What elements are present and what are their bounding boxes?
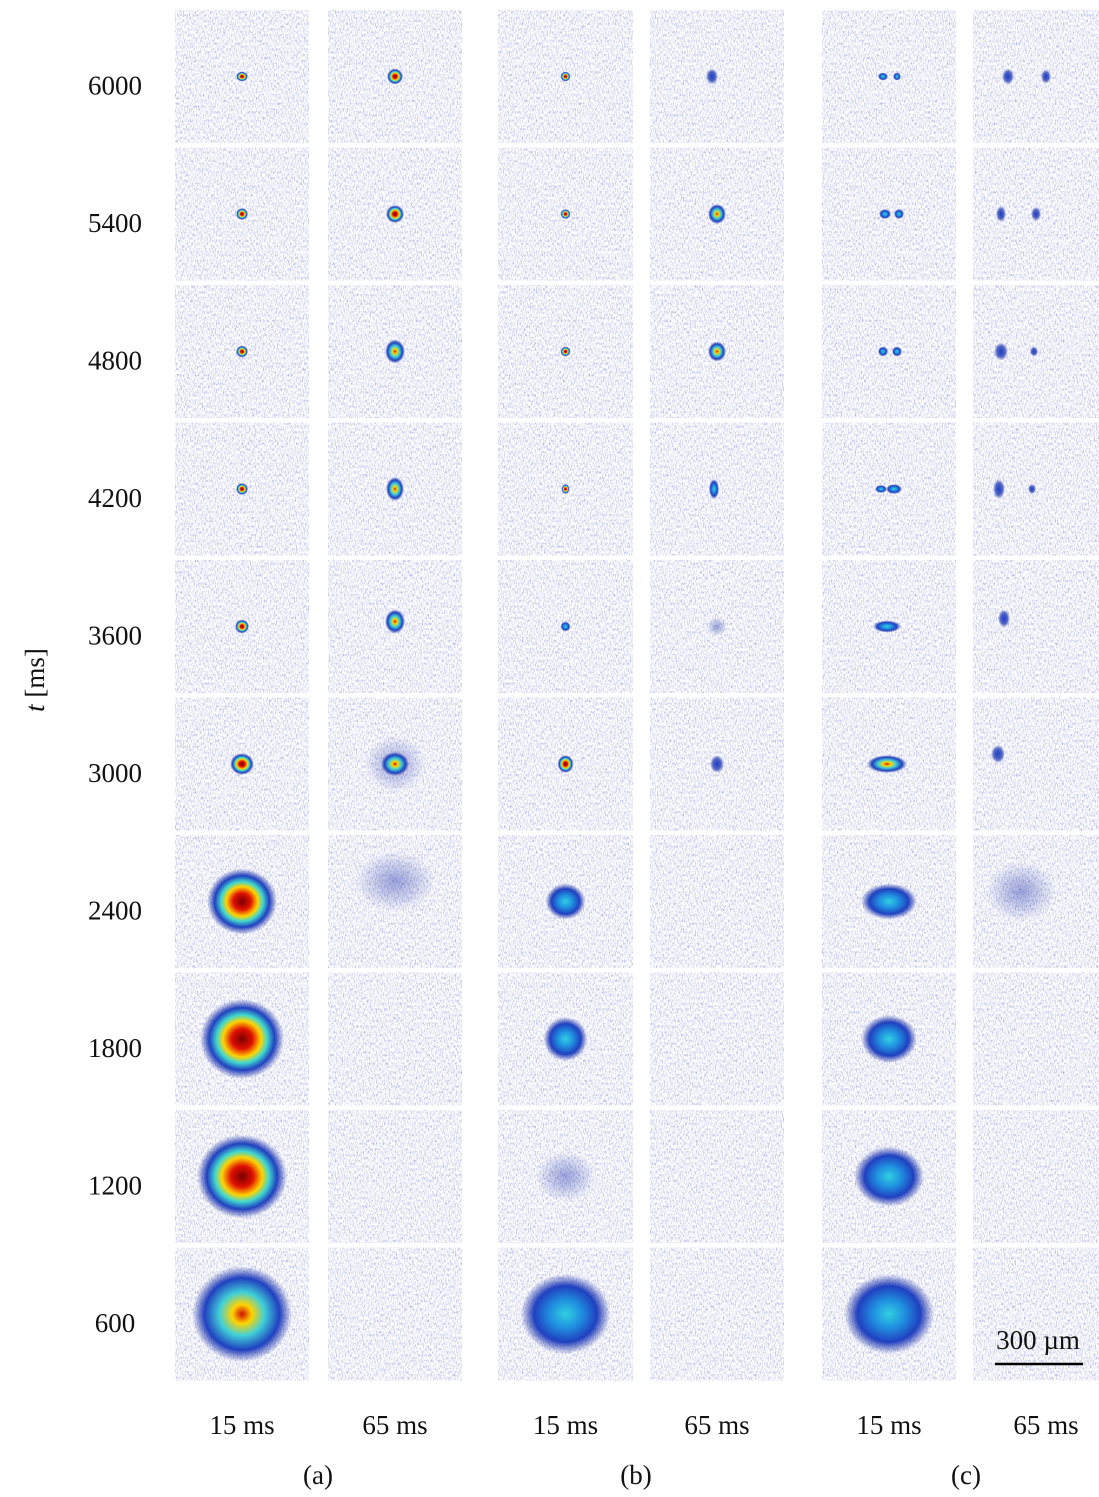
atom-cloud bbox=[236, 208, 248, 220]
atom-cloud bbox=[560, 621, 571, 632]
image-panel bbox=[973, 1247, 1099, 1381]
atom-cloud bbox=[854, 1146, 924, 1207]
atom-cloud bbox=[879, 209, 891, 219]
atom-cloud bbox=[561, 484, 570, 494]
row-label: 3000 bbox=[88, 758, 142, 788]
atom-cloud bbox=[867, 755, 907, 773]
row-label: 4200 bbox=[88, 483, 142, 513]
atom-cloud bbox=[557, 755, 574, 773]
row-label: 1200 bbox=[88, 1171, 142, 1201]
atom-cloud bbox=[893, 72, 901, 81]
atom-cloud bbox=[192, 1266, 292, 1362]
row-label: 600 bbox=[95, 1308, 136, 1338]
atom-cloud bbox=[1030, 346, 1038, 357]
image-panel bbox=[650, 972, 784, 1106]
atom-cloud bbox=[861, 1015, 917, 1063]
atom-cloud bbox=[709, 479, 719, 499]
group-label: (c) bbox=[951, 1460, 981, 1490]
atom-cloud bbox=[385, 609, 405, 634]
image-panel bbox=[973, 560, 1099, 693]
image-panel bbox=[822, 10, 956, 143]
row-label: 6000 bbox=[88, 71, 142, 101]
atom-cloud bbox=[235, 619, 249, 634]
group-label: (b) bbox=[620, 1460, 651, 1490]
atom-cloud bbox=[355, 851, 435, 912]
image-panel bbox=[973, 10, 1099, 143]
atom-cloud bbox=[560, 71, 571, 82]
image-panel bbox=[822, 285, 956, 418]
atom-cloud bbox=[996, 206, 1006, 222]
atom-cloud bbox=[986, 861, 1056, 922]
image-panel bbox=[973, 1110, 1099, 1243]
atom-cloud bbox=[708, 341, 726, 362]
row-label: 4800 bbox=[88, 346, 142, 376]
atom-cloud bbox=[236, 345, 248, 358]
row-label: 5400 bbox=[88, 208, 142, 238]
atom-cloud bbox=[543, 1017, 588, 1061]
scale-bar-label: 300 µm bbox=[996, 1325, 1080, 1355]
atom-cloud bbox=[1002, 68, 1014, 85]
column-label: 15 ms bbox=[533, 1410, 598, 1440]
atom-cloud bbox=[861, 883, 917, 920]
atom-cloud bbox=[387, 68, 403, 85]
atom-cloud bbox=[706, 68, 718, 85]
atom-cloud bbox=[236, 71, 248, 82]
atom-cloud bbox=[1041, 69, 1051, 84]
atom-cloud bbox=[878, 346, 888, 357]
atom-cloud bbox=[1028, 484, 1036, 494]
column-label: 65 ms bbox=[684, 1410, 749, 1440]
atom-cloud bbox=[892, 346, 902, 357]
image-panel bbox=[328, 1247, 462, 1381]
atom-cloud bbox=[236, 483, 248, 495]
image-panel bbox=[328, 1110, 462, 1243]
column-label: 65 ms bbox=[1013, 1410, 1078, 1440]
atom-cloud bbox=[1031, 207, 1041, 221]
image-panel bbox=[973, 972, 1099, 1106]
atom-cloud bbox=[886, 484, 902, 494]
atom-cloud bbox=[230, 753, 254, 775]
row-label: 3600 bbox=[88, 621, 142, 651]
atom-cloud bbox=[386, 477, 404, 501]
atom-cloud bbox=[844, 1274, 934, 1354]
atom-cloud bbox=[708, 204, 726, 224]
atom-cloud bbox=[386, 205, 404, 223]
image-panel bbox=[973, 697, 1099, 831]
atom-cloud bbox=[560, 209, 571, 219]
y-label: t [ms] bbox=[20, 648, 50, 712]
group-label: (a) bbox=[303, 1460, 333, 1490]
atom-cloud bbox=[707, 616, 727, 637]
atom-cloud bbox=[560, 346, 571, 357]
atom-cloud bbox=[381, 752, 409, 776]
y-label-symbol: t bbox=[20, 703, 50, 712]
row-label: 2400 bbox=[88, 896, 142, 926]
atom-cloud bbox=[520, 1274, 611, 1354]
atom-cloud bbox=[878, 72, 888, 81]
atom-cloud bbox=[207, 868, 277, 935]
atom-cloud bbox=[197, 1134, 287, 1219]
atom-cloud bbox=[873, 620, 901, 633]
atom-cloud bbox=[385, 339, 405, 364]
atom-cloud bbox=[894, 209, 904, 219]
atom-cloud bbox=[545, 883, 586, 920]
atom-cloud bbox=[200, 999, 284, 1079]
column-label: 15 ms bbox=[209, 1410, 274, 1440]
image-panel bbox=[650, 835, 784, 968]
atom-cloud bbox=[710, 755, 724, 773]
image-panel bbox=[328, 972, 462, 1106]
image-panel bbox=[650, 1110, 784, 1243]
atom-cloud bbox=[875, 485, 887, 493]
row-label: 1800 bbox=[88, 1033, 142, 1063]
atom-cloud bbox=[998, 609, 1010, 628]
atom-cloud bbox=[993, 479, 1005, 499]
atom-cloud bbox=[535, 1151, 596, 1202]
atom-cloud bbox=[991, 745, 1005, 763]
column-label: 15 ms bbox=[856, 1410, 921, 1440]
image-panel bbox=[650, 1247, 784, 1381]
y-label-unit: [ms] bbox=[20, 648, 50, 698]
column-label: 65 ms bbox=[362, 1410, 427, 1440]
atom-cloud bbox=[994, 342, 1008, 361]
